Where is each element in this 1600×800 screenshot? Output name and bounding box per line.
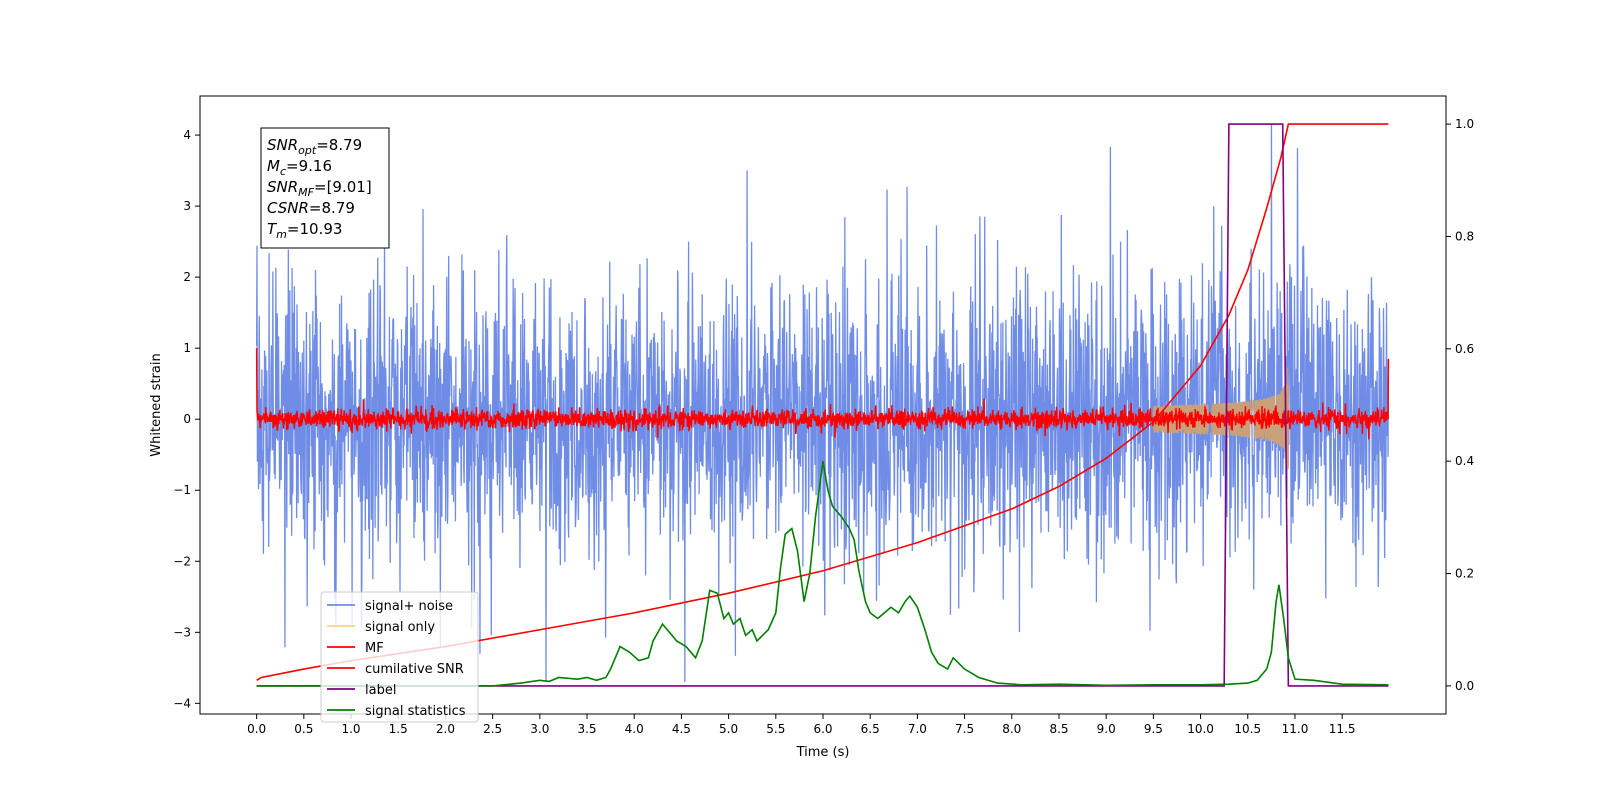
series-mf-line [255, 348, 1390, 440]
y-right-tick-label: 0.6 [1455, 342, 1474, 356]
y-tick-label: 1 [183, 341, 191, 355]
x-tick-label: 1.5 [389, 722, 408, 736]
series-signal-noise-line [255, 124, 1390, 683]
x-tick-label: 4.0 [625, 722, 644, 736]
x-tick-label: 2.5 [483, 722, 502, 736]
x-tick-label: 5.5 [766, 722, 785, 736]
legend-label-mf: MF [365, 641, 384, 656]
x-axis-title: Time (s) [796, 745, 850, 760]
y-axis-right: 1.0 0.8 0.6 0.4 0.2 0.0 [1446, 117, 1474, 693]
legend-label-label: label [365, 683, 396, 698]
stats-annotation-line: SNRMF=[9.01] [267, 178, 372, 199]
x-tick-label: 3.0 [530, 722, 549, 736]
x-tick-label: 10.0 [1187, 722, 1214, 736]
y-tick-label: −4 [173, 696, 191, 710]
legend-frame [320, 591, 479, 723]
x-tick-label: 7.5 [955, 722, 974, 736]
x-tick-label: 6.5 [861, 722, 880, 736]
legend-label-cumilative-snr: cumilative SNR [365, 662, 464, 677]
y-right-tick-label: 0.0 [1455, 679, 1474, 693]
x-tick-label: 9.5 [1144, 722, 1163, 736]
stats-annotation-line: CSNR=8.79 [267, 199, 355, 217]
legend: signal+ noise signal only MF cumilative SNR… [320, 591, 479, 723]
x-tick-label: 8.0 [1002, 722, 1021, 736]
stats-annotation-line: SNRopt=8.79 [267, 136, 362, 157]
y-right-tick-label: 1.0 [1455, 117, 1474, 131]
x-tick-label: 3.5 [577, 722, 596, 736]
stats-annotation-frame [260, 127, 390, 249]
x-tick-label: 5.0 [719, 722, 738, 736]
y-tick-label: −1 [173, 483, 191, 497]
x-tick-label: 10.5 [1234, 722, 1261, 736]
y-tick-label: 4 [183, 128, 191, 142]
stats-annotation-line: Tm=10.93 [267, 220, 342, 241]
x-tick-label: 1.0 [341, 722, 360, 736]
stats-annotation-line: Mc=9.16 [267, 157, 332, 178]
x-tick-label: 2.0 [436, 722, 455, 736]
y-tick-label: 2 [183, 270, 191, 284]
legend-label-signal-statistics: signal statistics [365, 704, 466, 719]
x-tick-label: 8.5 [1049, 722, 1068, 736]
y-tick-label: 0 [183, 412, 191, 426]
x-tick-label: 11.5 [1329, 722, 1356, 736]
y-tick-label: −3 [173, 625, 191, 639]
series-label-line [256, 123, 1389, 687]
x-tick-label: 11.0 [1282, 722, 1309, 736]
x-tick-label: 6.0 [813, 722, 832, 736]
x-tick-label: 0.0 [247, 722, 266, 736]
y-axis-title: Whitened strain [149, 353, 164, 456]
x-tick-label: 4.5 [672, 722, 691, 736]
y-tick-label: 3 [183, 199, 191, 213]
y-axis-left: 4 3 2 1 0 −1 −2 −3 −4 [173, 128, 200, 710]
series-signal-statistics-line [256, 461, 1389, 687]
y-tick-label: −2 [173, 554, 191, 568]
y-right-tick-label: 0.4 [1455, 454, 1474, 468]
x-tick-label: 9.0 [1097, 722, 1116, 736]
x-axis: 0.0 0.5 1.0 1.5 2.0 2.5 3.0 3.5 4.0 4.5 5.0 5.5 6.0 6… [247, 714, 1356, 736]
y-right-tick-label: 0.2 [1455, 567, 1474, 581]
y-right-tick-label: 0.8 [1455, 229, 1474, 243]
x-tick-label: 7.0 [908, 722, 927, 736]
legend-label-signal-noise: signal+ noise [365, 599, 453, 614]
legend-label-signal-only: signal only [365, 620, 435, 635]
x-tick-label: 0.5 [294, 722, 313, 736]
